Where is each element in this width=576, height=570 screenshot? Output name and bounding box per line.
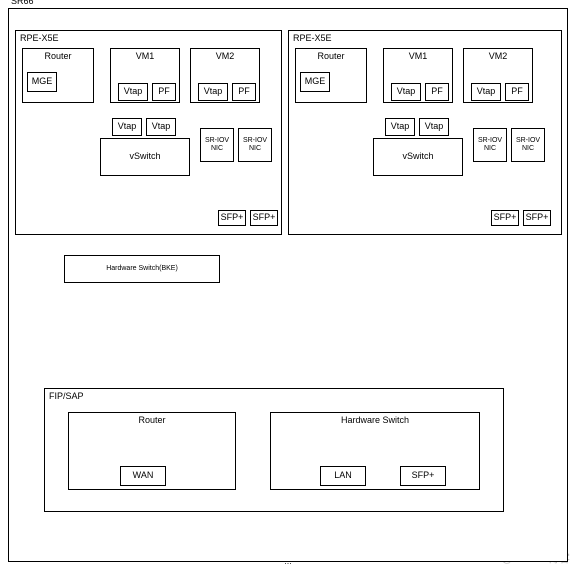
box-vtap-r1: Vtap xyxy=(391,83,421,101)
box-lan: LAN xyxy=(320,466,366,486)
box-sfp-l1: SFP+ xyxy=(218,210,246,226)
box-sriov-r2: SR-IOV NIC xyxy=(511,128,545,162)
label-vswitch-l: vSwitch xyxy=(101,139,189,175)
label-sriov-l1: SR-IOV NIC xyxy=(201,129,233,161)
label-mge-l: MGE xyxy=(28,73,56,91)
label-sriov-r1: SR-IOV NIC xyxy=(474,129,506,161)
label-hwsw-b: Hardware Switch xyxy=(271,415,479,425)
diagram-canvas: @51CTO博客 ... SR66RPE-X5ERPE-X5ERouterMGE… xyxy=(0,0,576,570)
label-vswitch-r: vSwitch xyxy=(374,139,462,175)
label-hwbke: Hardware Switch(BKE) xyxy=(65,256,219,282)
label-router-l: Router xyxy=(23,51,93,61)
box-pf-r1: PF xyxy=(425,83,449,101)
label-sfp-r2: SFP+ xyxy=(524,211,550,225)
label-sfp-r1: SFP+ xyxy=(492,211,518,225)
label-rpe-r: RPE-X5E xyxy=(289,31,561,45)
label-sriov-l2: SR-IOV NIC xyxy=(239,129,271,161)
box-sriov-r1: SR-IOV NIC xyxy=(473,128,507,162)
label-wan: WAN xyxy=(121,467,165,485)
box-wan: WAN xyxy=(120,466,166,486)
box-vtap-r3: Vtap xyxy=(385,118,415,136)
label-router-b: Router xyxy=(69,415,235,425)
label-vtap-l2: Vtap xyxy=(199,84,227,100)
box-mge-l: MGE xyxy=(27,72,57,92)
box-vtap-l2: Vtap xyxy=(198,83,228,101)
box-vtap-l3: Vtap xyxy=(112,118,142,136)
box-hwbke: Hardware Switch(BKE) xyxy=(64,255,220,283)
label-vtap-r3: Vtap xyxy=(386,119,414,135)
box-sriov-l1: SR-IOV NIC xyxy=(200,128,234,162)
box-vtap-r2: Vtap xyxy=(471,83,501,101)
label-vm2-l: VM2 xyxy=(191,51,259,61)
box-vtap-r4: Vtap xyxy=(419,118,449,136)
label-sfp-b: SFP+ xyxy=(401,467,445,485)
label-pf-r1: PF xyxy=(426,84,448,100)
box-vtap-l1: Vtap xyxy=(118,83,148,101)
box-pf-r2: PF xyxy=(505,83,529,101)
label-vm2-r: VM2 xyxy=(464,51,532,61)
label-outer: SR66 xyxy=(11,0,34,6)
label-vm1-r: VM1 xyxy=(384,51,452,61)
box-sfp-r2: SFP+ xyxy=(523,210,551,226)
label-vtap-r2: Vtap xyxy=(472,84,500,100)
label-vm1-l: VM1 xyxy=(111,51,179,61)
box-sriov-l2: SR-IOV NIC xyxy=(238,128,272,162)
label-lan: LAN xyxy=(321,467,365,485)
label-rpe-l: RPE-X5E xyxy=(16,31,281,45)
label-vtap-r4: Vtap xyxy=(420,119,448,135)
box-hwsw-b: Hardware Switch xyxy=(270,412,480,490)
label-vtap-r1: Vtap xyxy=(392,84,420,100)
label-vtap-l1: Vtap xyxy=(119,84,147,100)
box-vswitch-r: vSwitch xyxy=(373,138,463,176)
label-sriov-r2: SR-IOV NIC xyxy=(512,129,544,161)
box-vswitch-l: vSwitch xyxy=(100,138,190,176)
label-vtap-l3: Vtap xyxy=(113,119,141,135)
label-router-r: Router xyxy=(296,51,366,61)
box-mge-r: MGE xyxy=(300,72,330,92)
label-fipsap: FIP/SAP xyxy=(45,389,503,403)
box-pf-l2: PF xyxy=(232,83,256,101)
label-pf-l2: PF xyxy=(233,84,255,100)
box-sfp-b: SFP+ xyxy=(400,466,446,486)
box-pf-l1: PF xyxy=(152,83,176,101)
label-pf-l1: PF xyxy=(153,84,175,100)
label-sfp-l2: SFP+ xyxy=(251,211,277,225)
box-sfp-l2: SFP+ xyxy=(250,210,278,226)
label-mge-r: MGE xyxy=(301,73,329,91)
label-pf-r2: PF xyxy=(506,84,528,100)
box-sfp-r1: SFP+ xyxy=(491,210,519,226)
label-vtap-l4: Vtap xyxy=(147,119,175,135)
label-sfp-l1: SFP+ xyxy=(219,211,245,225)
box-vtap-l4: Vtap xyxy=(146,118,176,136)
